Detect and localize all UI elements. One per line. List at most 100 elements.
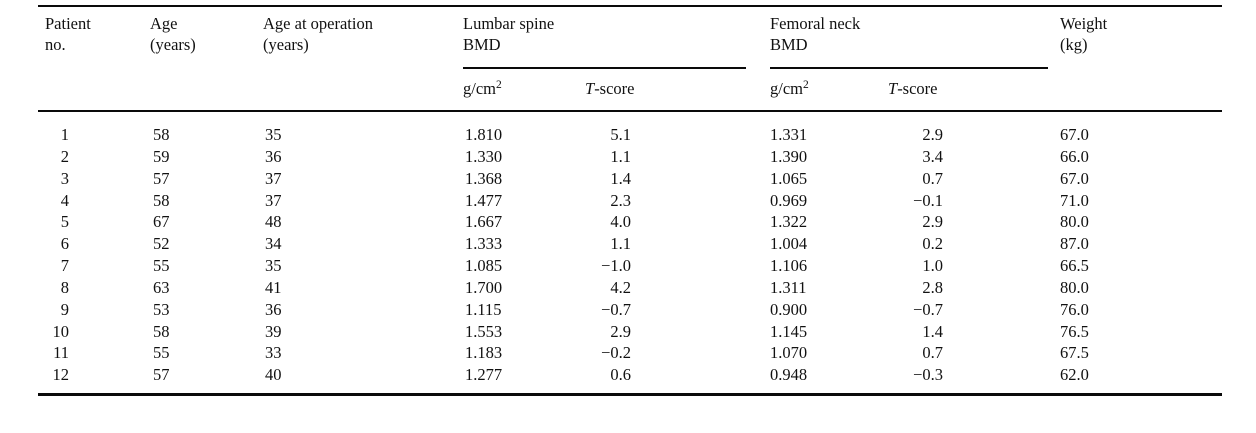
cell-femoral-bmd: 1.331 (770, 125, 808, 144)
table-row: 6 52 34 1.333 1.1 1.004 0.2 87.0 (38, 233, 1222, 255)
cell-femoral-bmd: 1.322 (770, 212, 808, 232)
table-row: 3 57 37 1.368 1.4 1.065 0.7 67.0 (38, 168, 1222, 190)
cell-weight: 66.0 (1060, 146, 1089, 166)
col-header-lumbar-gcm2: g/cm2 (455, 69, 575, 111)
table-row: 11 55 33 1.183 −0.2 1.070 0.7 67.5 (38, 342, 1222, 364)
cell-lumbar-tscore: 2.3 (610, 190, 631, 210)
table-row: 9 53 36 1.115 −0.7 0.900 −0.7 76.0 (38, 299, 1222, 321)
cell-lumbar-tscore: −0.2 (601, 343, 631, 363)
col-header-age: Age (years) (145, 6, 258, 111)
group-header-femoral-neck-bmd: Femoral neck BMD (763, 6, 1055, 69)
cell-femoral-bmd: 0.969 (770, 190, 808, 210)
cell-femoral-tscore: 1.0 (922, 256, 944, 276)
cell-lumbar-bmd: 1.667 (465, 212, 503, 232)
col-header-age-at-operation: Age at operation (years) (258, 6, 455, 111)
header-line: no. (45, 35, 66, 54)
cell-weight: 76.0 (1060, 299, 1089, 319)
cell-age: 58 (153, 125, 170, 144)
col-header-femoral-gcm2: g/cm2 (763, 69, 883, 111)
cell-lumbar-bmd: 1.330 (465, 146, 503, 166)
table-row: 5 67 48 1.667 4.0 1.322 2.9 80.0 (38, 211, 1222, 233)
unit-label: g/cm (770, 79, 803, 98)
cell-age-at-operation: 35 (265, 125, 282, 144)
cell-lumbar-tscore: 0.6 (610, 365, 631, 385)
col-header-lumbar-tscore: T-score (585, 79, 635, 98)
cell-age-at-operation: 36 (265, 299, 282, 319)
table-row: 2 59 36 1.330 1.1 1.390 3.4 66.0 (38, 146, 1222, 168)
cell-age: 59 (153, 146, 170, 166)
cell-femoral-bmd: 1.106 (770, 256, 808, 276)
header-line: Age (150, 14, 178, 33)
cell-lumbar-tscore: 4.2 (610, 277, 631, 297)
cell-femoral-bmd: 1.145 (770, 321, 808, 341)
cell-age-at-operation: 35 (265, 256, 282, 276)
cell-femoral-tscore: 2.9 (922, 125, 944, 144)
cell-femoral-tscore: 2.9 (922, 212, 944, 232)
cell-weight: 67.0 (1060, 168, 1089, 188)
cell-femoral-tscore: 0.7 (922, 168, 944, 188)
cell-patient-no: 5 (60, 212, 69, 232)
cell-femoral-tscore: 0.2 (922, 234, 944, 254)
cell-femoral-tscore: 1.4 (922, 321, 944, 341)
table-row: 8 63 41 1.700 4.2 1.311 2.8 80.0 (38, 277, 1222, 299)
cell-femoral-tscore: −0.1 (913, 190, 944, 210)
cell-patient-no: 2 (60, 146, 69, 166)
header-line: BMD (463, 35, 501, 54)
header-line: Patient (45, 14, 91, 33)
cell-age: 55 (153, 343, 170, 363)
cell-age: 63 (153, 277, 170, 297)
cell-age: 67 (153, 212, 170, 232)
cell-lumbar-bmd: 1.553 (465, 321, 503, 341)
col-header-weight: Weight (kg) (1055, 6, 1222, 111)
cell-lumbar-bmd: 1.700 (465, 277, 503, 297)
cell-femoral-tscore: −0.3 (913, 365, 944, 385)
cell-femoral-tscore: 3.4 (922, 146, 944, 166)
cell-age-at-operation: 36 (265, 146, 282, 166)
cell-patient-no: 10 (52, 321, 70, 341)
cell-patient-no: 7 (60, 256, 69, 276)
cell-age-at-operation: 39 (265, 321, 282, 341)
header-line: (years) (150, 35, 196, 54)
cell-lumbar-tscore: 4.0 (610, 212, 631, 232)
header-row-groups: Patient no. Age (years) Age at operation… (38, 6, 1222, 69)
unit-superscript: 2 (803, 79, 809, 91)
cell-patient-no: 4 (60, 190, 69, 210)
cell-femoral-bmd: 1.390 (770, 146, 808, 166)
header-line: (kg) (1060, 35, 1088, 54)
cell-femoral-tscore: 2.8 (922, 277, 944, 297)
cell-lumbar-bmd: 1.115 (465, 299, 502, 319)
cell-lumbar-tscore: 5.1 (610, 125, 631, 144)
cell-weight: 80.0 (1060, 277, 1089, 297)
cell-femoral-tscore: −0.7 (913, 299, 944, 319)
cell-age: 58 (153, 321, 170, 341)
table-row: 12 57 40 1.277 0.6 0.948 −0.3 62.0 (38, 364, 1222, 394)
cell-age: 57 (153, 168, 170, 188)
cell-weight: 80.0 (1060, 212, 1089, 232)
table-row: 4 58 37 1.477 2.3 0.969 −0.1 71.0 (38, 190, 1222, 212)
table-row: 7 55 35 1.085 −1.0 1.106 1.0 66.5 (38, 255, 1222, 277)
cell-lumbar-bmd: 1.183 (465, 343, 503, 363)
header-line: Age at operation (263, 14, 373, 33)
cell-lumbar-tscore: 1.4 (610, 168, 631, 188)
cell-age: 53 (153, 299, 170, 319)
cell-patient-no: 9 (60, 299, 69, 319)
cell-femoral-bmd: 1.065 (770, 168, 808, 188)
cell-lumbar-tscore: −0.7 (601, 299, 631, 319)
cell-age: 55 (153, 256, 170, 276)
cell-age-at-operation: 41 (265, 277, 282, 297)
cell-weight: 71.0 (1060, 190, 1089, 210)
cell-age: 52 (153, 234, 170, 254)
header-line: Lumbar spine (463, 14, 555, 33)
patient-bmd-table: Patient no. Age (years) Age at operation… (38, 5, 1223, 397)
cell-age-at-operation: 37 (265, 168, 282, 188)
cell-lumbar-bmd: 1.477 (465, 190, 503, 210)
cell-patient-no: 12 (52, 365, 70, 385)
cell-age-at-operation: 37 (265, 190, 282, 210)
cell-age-at-operation: 33 (265, 343, 282, 363)
lumbar-spanner-rule (463, 67, 746, 69)
cell-lumbar-bmd: 1.810 (465, 125, 503, 144)
col-header-patient-no: Patient no. (38, 6, 145, 111)
cell-weight: 67.5 (1060, 343, 1089, 363)
cell-age: 58 (153, 190, 170, 210)
